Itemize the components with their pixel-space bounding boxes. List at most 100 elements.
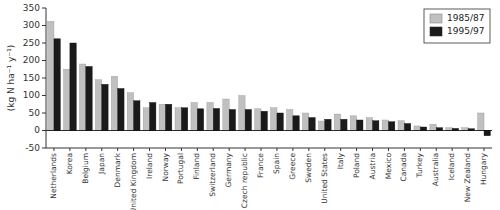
x-tick-label: United States [320, 153, 329, 204]
x-tick-label: Portugal [176, 153, 185, 184]
bar [334, 114, 340, 130]
x-tick-label: Austria [368, 153, 377, 180]
y-tick-label: 200 [23, 55, 40, 65]
bar [388, 122, 394, 131]
x-tick [181, 148, 182, 151]
y-tick [42, 8, 46, 9]
bar [373, 121, 379, 131]
bar [70, 43, 76, 131]
y-tick-label: 300 [23, 20, 40, 30]
y-axis-label: (kg N ha⁻¹ y⁻¹) [6, 45, 16, 112]
x-tick [261, 148, 262, 151]
x-tick [229, 148, 230, 151]
bar [366, 118, 372, 131]
x-tick-label: Iceland [447, 153, 456, 180]
x-tick-label: Canada [399, 153, 408, 182]
bar [86, 66, 92, 130]
bar [318, 121, 324, 130]
x-tick [308, 148, 309, 151]
x-tick-label: United Kingdom [129, 153, 138, 210]
bar [175, 108, 181, 131]
y-tick-label: 100 [23, 90, 40, 100]
x-tick [69, 148, 70, 151]
bar [79, 64, 85, 131]
y-tick-label: 50 [29, 108, 41, 118]
x-tick-label: Sweden [304, 153, 313, 183]
chart: -50050100150200250300350(kg N ha⁻¹ y⁻¹)N… [0, 0, 500, 210]
x-tick [197, 148, 198, 151]
bar [239, 96, 245, 131]
x-tick [468, 148, 469, 151]
x-tick-label: Australia [431, 153, 440, 186]
bar [245, 110, 251, 131]
bar [165, 104, 171, 130]
y-tick [42, 95, 46, 96]
bar [150, 103, 156, 131]
x-tick-label: New Zealand [463, 153, 472, 203]
bar [430, 124, 436, 130]
x-tick [356, 148, 357, 151]
x-tick-label: Belgium [81, 153, 90, 184]
x-tick [276, 148, 277, 151]
bar [350, 116, 356, 131]
x-tick-label: Czech republic [240, 153, 249, 208]
bar [261, 111, 267, 130]
bar [102, 84, 108, 130]
x-tick [388, 148, 389, 151]
x-tick [436, 148, 437, 151]
bar [357, 120, 363, 131]
x-axis [46, 148, 492, 149]
bar [382, 120, 388, 131]
bar [309, 118, 315, 131]
bar [181, 108, 187, 131]
bar [143, 108, 149, 131]
x-tick-label: Denmark [113, 152, 122, 187]
bar [277, 113, 283, 131]
y-tick-label: -50 [25, 143, 40, 153]
bar [414, 126, 420, 131]
bar [398, 121, 404, 131]
bar [436, 128, 442, 131]
x-tick [340, 148, 341, 151]
bar [118, 89, 124, 131]
y-tick [42, 148, 46, 149]
y-tick [42, 43, 46, 44]
x-tick [117, 148, 118, 151]
bar [207, 103, 213, 131]
legend-swatch [430, 27, 442, 36]
bar [341, 119, 347, 130]
bar [48, 21, 54, 130]
bar [191, 103, 197, 131]
bar [293, 116, 299, 131]
bar [213, 108, 219, 130]
x-tick [213, 148, 214, 151]
x-tick [53, 148, 54, 151]
y-axis [46, 8, 47, 148]
bar [197, 109, 203, 131]
x-tick [245, 148, 246, 151]
x-tick [149, 148, 150, 151]
bar [325, 119, 331, 130]
y-tick-label: 350 [23, 3, 40, 13]
bar [287, 110, 293, 131]
legend-box [424, 9, 490, 43]
x-tick [420, 148, 421, 151]
x-tick-label: Greece [288, 153, 297, 180]
x-tick [85, 148, 86, 151]
x-tick-label: Japan [97, 153, 106, 175]
y-tick [42, 130, 46, 131]
bar [111, 76, 117, 130]
x-tick-label: France [256, 153, 265, 178]
zero-line [46, 130, 492, 131]
x-tick-label: Germany [224, 152, 233, 187]
x-tick-label: Turkey [415, 152, 424, 178]
x-tick [404, 148, 405, 151]
bar [484, 131, 490, 136]
bar [229, 110, 235, 131]
x-tick-label: Finland [192, 153, 201, 180]
legend: 1985/871995/97 [424, 9, 490, 43]
bar [404, 124, 410, 131]
y-tick [42, 60, 46, 61]
y-tick-label: 250 [23, 38, 40, 48]
x-tick-label: Netherlands [49, 153, 58, 199]
